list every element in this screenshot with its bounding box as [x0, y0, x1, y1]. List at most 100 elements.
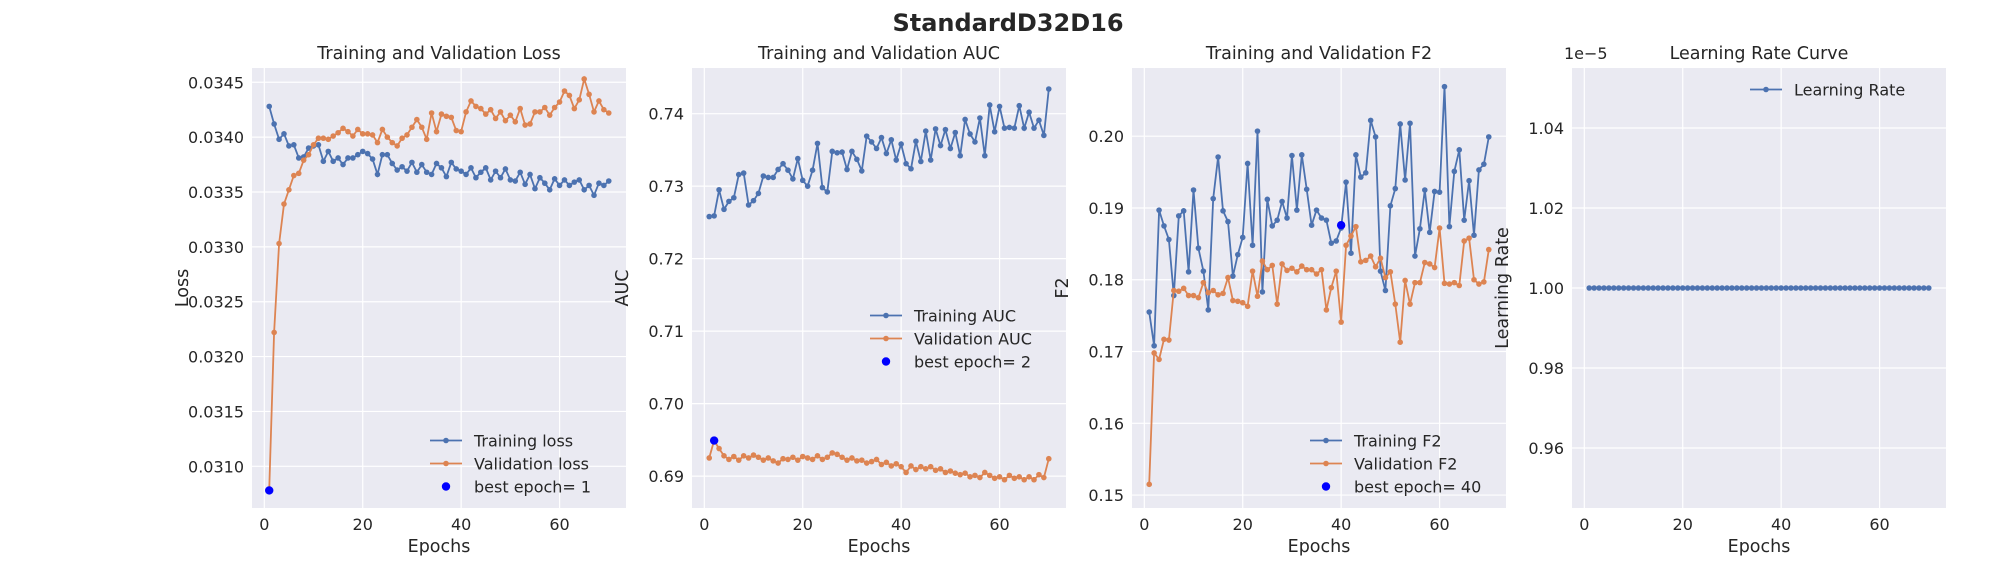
- chart-1-series-1-point: [581, 186, 587, 193]
- chart-3-series-1-point: [1205, 307, 1212, 313]
- chart-4-series-1-point: [1778, 285, 1784, 291]
- chart-4-series-1-point: [1852, 285, 1858, 291]
- chart-1-series-1-point: [492, 168, 499, 174]
- chart-4-y-tick-label: 1.02: [1528, 199, 1564, 218]
- chart-3-series-2-point: [1382, 274, 1389, 281]
- chart-3-x-tick-label: 20: [1233, 515, 1253, 534]
- chart-1-series-1-point: [561, 177, 568, 183]
- chart-3-series-2-point: [1456, 282, 1463, 289]
- chart-3-series-1-point: [1422, 187, 1428, 193]
- chart-2-series-2-point: [1016, 474, 1023, 480]
- chart-2-series-2-point: [740, 453, 747, 459]
- chart-2-series-2-point: [804, 455, 811, 461]
- chart-4-series-1-point: [1655, 285, 1661, 291]
- chart-1-series-2-point: [478, 105, 484, 112]
- chart-3-series-2-point: [1367, 253, 1374, 259]
- chart-2-series-1-point: [922, 128, 929, 134]
- chart-2-title: Training and Validation AUC: [757, 44, 1000, 64]
- chart-2-y-tick-label: 0.71: [648, 322, 684, 341]
- chart-1-series-1-point: [605, 178, 612, 184]
- chart-2-series-2-point: [868, 458, 875, 465]
- chart-3-series-2-point: [1308, 266, 1315, 273]
- chart-4-series-1-point: [1788, 285, 1794, 291]
- chart-4-series-1-point: [1783, 285, 1789, 291]
- chart-2-series-1-point: [839, 149, 845, 155]
- chart-2-x-tick-label: 40: [891, 515, 911, 534]
- chart-1-series-1-point: [295, 155, 302, 161]
- chart-3-series-1-point: [1367, 117, 1374, 124]
- chart-2-series-1-point: [952, 129, 959, 136]
- chart-3-series-1-point: [1481, 161, 1487, 167]
- chart-3-series-2-point: [1161, 336, 1167, 343]
- chart-3-y-tick-label: 0.18: [1088, 271, 1124, 290]
- chart-3-series-1-point: [1397, 121, 1403, 127]
- chart-3-series-1-point: [1294, 207, 1300, 213]
- chart-4-series-1-point: [1842, 285, 1848, 291]
- chart-3-legend: Training F2 Validation F2 best epoch= 40: [1310, 432, 1481, 497]
- chart-1-series-1-point: [418, 161, 425, 168]
- chart-3-y-tick-label: 0.19: [1088, 199, 1124, 218]
- chart-4-series-1-point: [1886, 285, 1893, 291]
- chart-4-series-1-point: [1620, 285, 1627, 291]
- chart-1-series-1-point: [517, 169, 523, 176]
- chart-4-series-1-point: [1689, 285, 1696, 291]
- chart-3-legend-marker: [1323, 437, 1329, 444]
- chart-1-x-tick-label: 40: [451, 515, 471, 534]
- chart-3-series-1-point: [1348, 250, 1354, 256]
- chart-1-series-1-point: [404, 168, 410, 174]
- chart-4-y-axis-label: Learning Rate: [1493, 227, 1513, 349]
- chart-3-series-2-point: [1426, 261, 1433, 267]
- chart-2-series-1-point: [898, 141, 904, 147]
- chart-3-series-2-point: [1166, 337, 1172, 343]
- chart-1-series-1-point: [276, 136, 282, 143]
- chart-3-series-1-point: [1151, 342, 1157, 349]
- chart-2-series-2-point: [883, 459, 890, 466]
- chart-1-y-tick-label: 0.0315: [188, 402, 244, 421]
- chart-2-series-1-point: [726, 198, 732, 205]
- chart-2-series-1-point: [986, 102, 993, 108]
- chart-1-series-2-point: [546, 112, 553, 118]
- chart-3-series-1-point: [1353, 152, 1359, 158]
- chart-3-y-axis-label: F2: [1053, 277, 1073, 298]
- chart-1-legend: Training loss Validation loss best epoch= …: [430, 432, 591, 497]
- chart-2-plot-area: [692, 68, 1066, 508]
- chart-1-series-1-point: [399, 163, 405, 170]
- chart-3-legend-label: best epoch= 40: [1354, 478, 1481, 497]
- chart-2-series-1-point: [903, 160, 909, 167]
- chart-4-series-1-point: [1753, 285, 1760, 291]
- chart-1-series-1-point: [502, 166, 509, 172]
- chart-3-series-1-point: [1377, 268, 1384, 274]
- chart-1-series-2-point: [537, 109, 543, 115]
- chart-3-series-1-point: [1402, 177, 1408, 183]
- chart-2-series-2-point: [942, 469, 949, 476]
- chart-2-series-1-point: [834, 150, 840, 156]
- chart-3-plot-area: [1132, 68, 1506, 508]
- chart-2-series-1-point: [918, 158, 924, 165]
- chart-1-series-2-point: [561, 88, 568, 94]
- chart-1-series-2-point: [596, 98, 602, 104]
- chart-1-series-1-point: [266, 103, 273, 110]
- chart-4-series-1-point: [1812, 285, 1819, 291]
- chart-3-series-1-point: [1476, 167, 1482, 173]
- chart-3-legend-label: Validation F2: [1354, 455, 1457, 474]
- chart-4-series-1-point: [1773, 285, 1780, 291]
- chart-3-series-2-point: [1298, 263, 1305, 269]
- chart-2-series-1-point: [795, 155, 801, 162]
- chart-2-series-2-point: [918, 463, 924, 470]
- chart-3-series-2-point: [1372, 264, 1379, 270]
- chart-3-series-2-point: [1318, 266, 1325, 273]
- chart-2-legend-marker: [881, 357, 891, 366]
- chart-1-series-2-point: [295, 170, 302, 177]
- chart-3-series-2-point: [1392, 301, 1399, 307]
- chart-1-series-2-point: [433, 128, 440, 135]
- chart-1-series-2-point: [355, 126, 361, 133]
- chart-1-y-tick-label: 0.0330: [188, 238, 244, 257]
- chart-2-series-2-point: [1021, 476, 1027, 483]
- chart-2-series-2-point: [1031, 476, 1037, 483]
- chart-4-series-1-point: [1871, 285, 1878, 291]
- chart-3-series-1-point: [1161, 223, 1167, 229]
- chart-3-series-2-point: [1402, 277, 1408, 284]
- chart-1-series-1-point: [364, 150, 371, 157]
- chart-1-series-2-point: [409, 124, 415, 131]
- chart-1-series-2-point: [428, 110, 435, 116]
